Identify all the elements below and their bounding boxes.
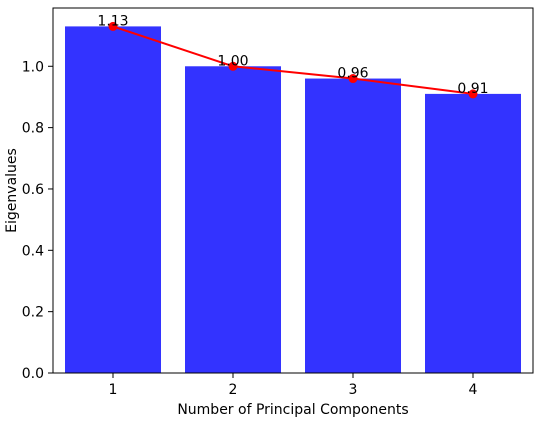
data-label-2: 1.00	[217, 53, 248, 69]
x-tick-label: 2	[229, 382, 238, 398]
y-tick-label: 0.6	[22, 182, 44, 198]
y-tick-label: 0.0	[22, 366, 44, 382]
x-tick-label: 3	[349, 382, 358, 398]
bar-3	[305, 78, 401, 374]
data-labels: 1.13 1.00 0.96 0.91	[97, 13, 488, 96]
y-tick-label: 0.4	[22, 243, 44, 259]
data-label-1: 1.13	[97, 13, 128, 29]
y-axis-title: Eigenvalues	[4, 148, 20, 233]
eigenvalue-line	[112, 25, 474, 95]
line-point-1	[108, 21, 118, 31]
eigenvalue-line-series	[108, 21, 478, 99]
data-label-4: 0.91	[457, 81, 488, 97]
bar-1	[65, 26, 161, 374]
bar-2	[185, 66, 281, 373]
y-tick-label: 0.8	[22, 121, 44, 137]
line-point-3	[348, 74, 358, 84]
bar-series	[65, 26, 521, 374]
data-label-3: 0.96	[337, 66, 368, 82]
y-axis: 0.0 0.2 0.4 0.6 0.8 1.0	[22, 59, 53, 382]
line-point-4	[468, 89, 478, 99]
x-axis: 1 2 3 4	[109, 373, 478, 398]
y-tick-label: 1.0	[22, 59, 44, 75]
x-axis-title: Number of Principal Components	[177, 402, 408, 418]
line-point-2	[228, 61, 238, 71]
x-tick-label: 4	[469, 382, 478, 398]
bar-4	[425, 93, 521, 373]
y-tick-label: 0.2	[22, 305, 44, 321]
x-tick-label: 1	[109, 382, 118, 398]
plot-frame	[52, 7, 534, 374]
